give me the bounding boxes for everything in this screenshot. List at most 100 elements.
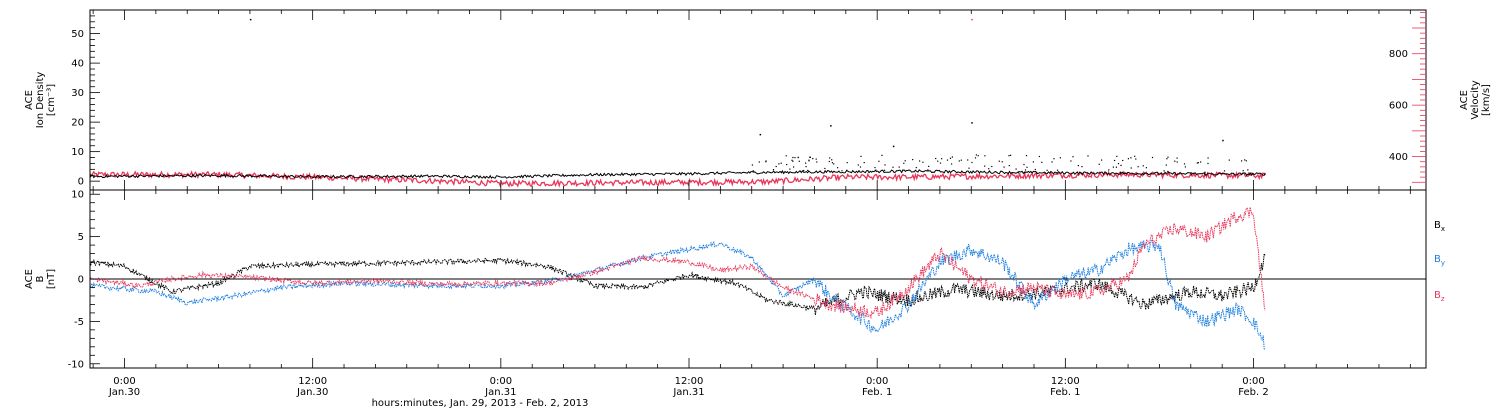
density-point bbox=[831, 159, 833, 161]
density-point bbox=[1200, 161, 1202, 163]
density-point bbox=[1167, 156, 1169, 158]
density-point bbox=[960, 159, 962, 161]
x-tick-time: 12:00 bbox=[675, 376, 704, 387]
b-tick-label: 0 bbox=[78, 275, 84, 286]
density-point bbox=[939, 162, 942, 164]
density-label-3: [cm⁻³] bbox=[46, 84, 57, 116]
density-point bbox=[951, 156, 953, 158]
density-point bbox=[912, 159, 914, 161]
density-point bbox=[1134, 155, 1136, 157]
density-point bbox=[1024, 172, 1026, 174]
density-point bbox=[753, 171, 755, 173]
density-tick-label: 0 bbox=[78, 177, 84, 188]
density-point bbox=[1130, 157, 1132, 159]
density-point bbox=[860, 155, 862, 157]
density-point bbox=[1196, 162, 1198, 164]
density-tick-label: 10 bbox=[71, 147, 84, 158]
bottom-left-axis: -10 -5 0 5 10 bbox=[68, 190, 100, 370]
density-point bbox=[928, 165, 930, 167]
density-point bbox=[958, 160, 960, 162]
spike-point bbox=[892, 145, 895, 148]
density-point bbox=[1167, 170, 1169, 173]
density-point bbox=[988, 168, 990, 170]
density-point bbox=[1207, 162, 1209, 165]
density-point bbox=[1036, 172, 1038, 174]
density-point bbox=[803, 169, 805, 172]
density-point bbox=[846, 162, 848, 164]
bottom-data-points bbox=[89, 207, 1266, 351]
density-point bbox=[765, 160, 767, 162]
density-point bbox=[1244, 159, 1246, 161]
density-point bbox=[1242, 170, 1244, 172]
spike-point bbox=[971, 122, 973, 124]
density-point bbox=[829, 157, 831, 159]
density-point bbox=[765, 161, 767, 163]
density-point bbox=[1142, 165, 1144, 167]
velocity-label-1: ACE bbox=[1459, 90, 1470, 110]
density-point bbox=[1003, 166, 1005, 168]
x-tick-time: 12:00 bbox=[298, 376, 327, 387]
legend-by: By bbox=[1434, 254, 1445, 267]
density-point bbox=[967, 159, 969, 161]
density-point bbox=[874, 167, 876, 169]
b-label-1: ACE bbox=[24, 269, 35, 289]
density-point bbox=[781, 172, 783, 174]
density-point bbox=[807, 169, 809, 171]
density-point bbox=[809, 156, 811, 158]
density-point bbox=[841, 170, 843, 172]
density-point bbox=[1017, 172, 1020, 174]
density-point bbox=[1248, 172, 1250, 174]
density-point bbox=[977, 155, 979, 157]
density-point bbox=[1165, 164, 1167, 166]
spike-point bbox=[971, 18, 973, 21]
density-point bbox=[1034, 168, 1036, 171]
x-axis: 0:00Jan.3012:00Jan.300:00Jan.3112:00Jan.… bbox=[92, 10, 1411, 398]
density-point bbox=[775, 165, 777, 168]
density-point bbox=[1228, 159, 1230, 161]
density-point bbox=[935, 157, 937, 160]
density-point bbox=[1122, 159, 1124, 162]
spike-point bbox=[1222, 139, 1224, 142]
bz-series bbox=[89, 207, 1266, 320]
density-label-2: Ion Density bbox=[35, 72, 46, 129]
x-tick-date: Jan.30 bbox=[108, 387, 140, 398]
velocity-label-3: [km/s] bbox=[1481, 84, 1492, 116]
density-point bbox=[974, 157, 977, 159]
density-point bbox=[797, 156, 799, 158]
density-point bbox=[1010, 154, 1012, 156]
x-tick-date: Jan.31 bbox=[484, 387, 516, 398]
density-tick-label: 50 bbox=[71, 29, 84, 40]
density-point bbox=[1135, 158, 1137, 160]
velocity-label-2: Velocity bbox=[1470, 80, 1481, 119]
density-point bbox=[1026, 166, 1028, 168]
density-point bbox=[857, 164, 859, 166]
x-tick-time: 0:00 bbox=[1242, 376, 1264, 387]
density-point bbox=[951, 163, 953, 165]
density-point bbox=[1081, 166, 1083, 168]
density-point bbox=[1116, 155, 1118, 157]
density-point bbox=[772, 169, 775, 171]
density-series bbox=[89, 169, 1266, 179]
b-tick-label: 10 bbox=[71, 190, 84, 201]
density-point bbox=[816, 161, 818, 163]
density-point bbox=[927, 169, 929, 171]
x-tick-date: Feb. 1 bbox=[862, 387, 892, 398]
density-point bbox=[915, 167, 917, 169]
density-point bbox=[815, 158, 817, 160]
density-point bbox=[1241, 160, 1243, 162]
spike-point bbox=[249, 18, 252, 21]
density-label-1: ACE bbox=[24, 90, 35, 110]
density-point bbox=[859, 166, 862, 168]
density-point bbox=[792, 156, 794, 159]
density-point bbox=[1101, 159, 1103, 161]
density-point bbox=[1046, 169, 1048, 171]
density-point bbox=[971, 161, 973, 164]
density-point bbox=[1184, 166, 1186, 168]
density-point bbox=[884, 169, 886, 171]
density-tick-label: 40 bbox=[71, 59, 84, 70]
velocity-tick-label: 400 bbox=[1389, 152, 1408, 163]
density-point bbox=[941, 158, 943, 160]
top-panel: 0 10 20 30 40 50 400 600 800 ACE Ion Density [c… bbox=[24, 9, 1492, 191]
density-point bbox=[794, 157, 796, 159]
density-point bbox=[1001, 161, 1003, 163]
